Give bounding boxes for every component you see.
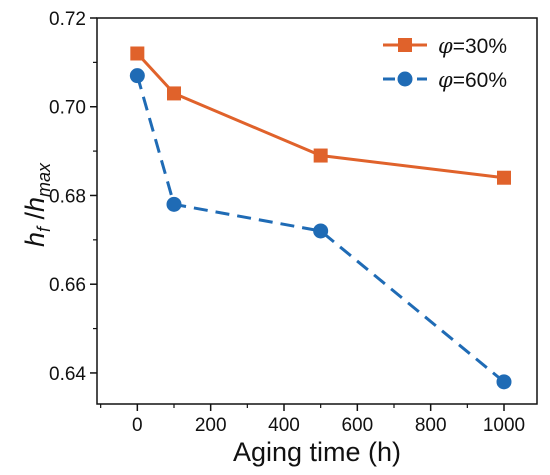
y-axis-title-sub-f: f	[34, 225, 54, 232]
data-point-circle	[166, 196, 182, 212]
plot-frame	[96, 17, 538, 405]
y-axis-title-sub-max: max	[34, 162, 54, 197]
x-tick-label: 600	[341, 415, 373, 436]
legend-marker-square	[398, 38, 412, 52]
data-point-square	[313, 148, 328, 163]
x-tick-label: 0	[132, 415, 143, 436]
legend-value: =30%	[453, 35, 507, 58]
y-axis-title-h: h	[20, 232, 50, 247]
legend-symbol: φ	[438, 34, 453, 58]
x-tick-label: 1000	[483, 415, 525, 436]
series-layer	[129, 46, 512, 390]
y-tick-label: 0.66	[49, 275, 86, 296]
data-point-circle	[496, 374, 512, 390]
legend-label: φ=60%	[438, 68, 507, 92]
y-axis-title-h2: h	[20, 197, 50, 212]
x-tick-label: 400	[268, 415, 300, 436]
legend-symbol: φ	[438, 68, 453, 92]
y-tick-label: 0.68	[49, 186, 86, 207]
x-tick-label: 200	[195, 415, 227, 436]
legend-label: φ=30%	[438, 34, 507, 58]
x-tick-label: 800	[415, 415, 447, 436]
y-tick-label: 0.64	[49, 364, 86, 385]
series-line-1	[136, 52, 505, 180]
series-line-2	[135, 75, 505, 383]
y-tick-label: 0.72	[49, 9, 86, 30]
data-point-square	[167, 86, 181, 101]
data-point-circle	[129, 68, 145, 84]
x-axis-title: Aging time (h)	[233, 437, 401, 467]
data-point-square	[497, 170, 511, 185]
legend-value: =60%	[453, 69, 507, 92]
legend-marker-circle	[397, 71, 413, 87]
x-axis: 0 200 400 600 800 1000	[100, 404, 525, 436]
y-axis: 0.64 0.66 0.68 0.70 0.72	[49, 9, 97, 385]
y-tick-label: 0.70	[49, 98, 86, 119]
y-axis-title: hf /hmax	[20, 162, 54, 247]
plot-area	[96, 17, 538, 405]
legend: φ=30%φ=60%	[383, 34, 507, 92]
data-point-square	[130, 46, 145, 61]
y-axis-title-slash: /	[20, 212, 50, 228]
data-point-circle	[313, 223, 329, 239]
